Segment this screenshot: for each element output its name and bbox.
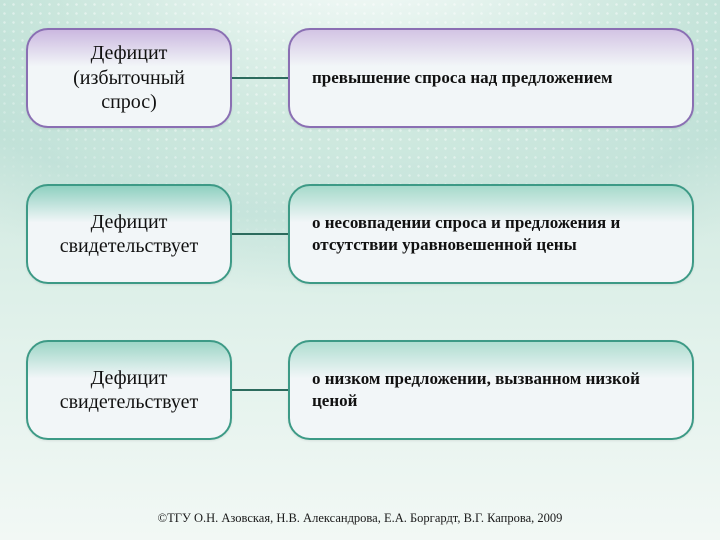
term-box: Дефицит свидетельствует <box>26 184 232 284</box>
definition-label: превышение спроса над предложением <box>312 67 613 89</box>
diagram-row: Дефицит свидетельствует о несовпадении сп… <box>26 184 694 284</box>
diagram-rows: Дефицит (избыточный спрос) превышение спр… <box>0 0 720 540</box>
definition-label: о несовпадении спроса и предложения и от… <box>312 212 670 256</box>
term-label: Дефицит (избыточный спрос) <box>46 41 212 114</box>
definition-box: превышение спроса над предложением <box>288 28 694 128</box>
term-label: Дефицит свидетельствует <box>46 366 212 415</box>
term-label: Дефицит свидетельствует <box>46 210 212 259</box>
term-box: Дефицит (избыточный спрос) <box>26 28 232 128</box>
definition-label: о низком предложении, вызванном низкой ц… <box>312 368 670 412</box>
diagram-row: Дефицит (избыточный спрос) превышение спр… <box>26 28 694 128</box>
footer-credit: ©ТГУ О.Н. Азовская, Н.В. Александрова, Е… <box>0 511 720 526</box>
connector-line <box>232 233 288 235</box>
connector-line <box>232 389 288 391</box>
definition-box: о несовпадении спроса и предложения и от… <box>288 184 694 284</box>
definition-box: о низком предложении, вызванном низкой ц… <box>288 340 694 440</box>
term-box: Дефицит свидетельствует <box>26 340 232 440</box>
diagram-row: Дефицит свидетельствует о низком предложе… <box>26 340 694 440</box>
connector-line <box>232 77 288 79</box>
